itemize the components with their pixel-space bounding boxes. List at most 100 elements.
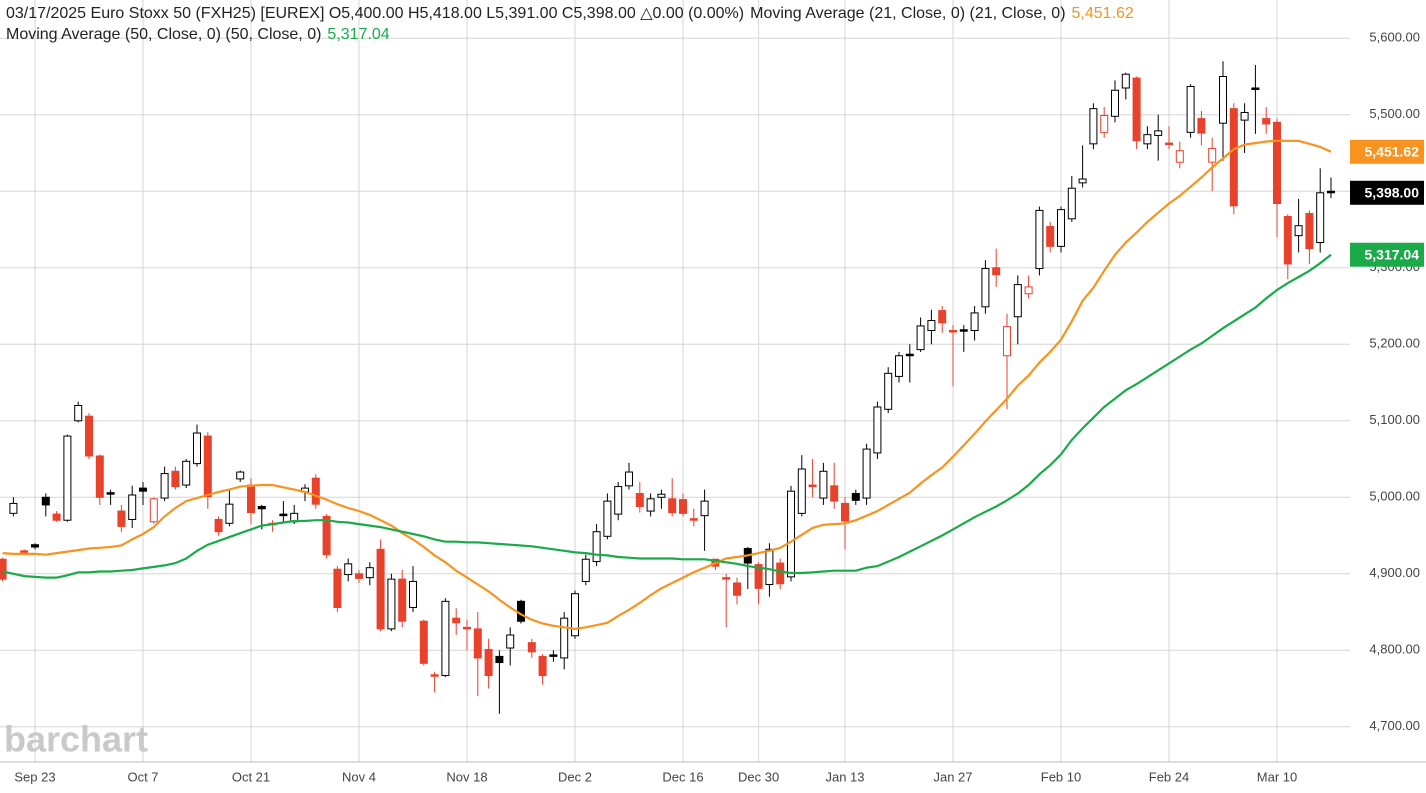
candle [1305,210,1314,264]
candle-body [1089,108,1098,145]
candle [1013,275,1022,345]
x-tick-label: Feb 24 [1149,769,1189,784]
candle-body [905,353,914,357]
candle [1273,118,1281,238]
candle [463,619,471,651]
candle [1078,145,1087,188]
x-tick-label: Oct 21 [232,769,270,784]
candle-body [527,642,536,653]
candle-body [733,582,741,596]
candle-body [1262,118,1271,125]
candle-body [387,578,396,630]
candle-body [430,674,439,677]
candle-body [571,593,579,637]
candle [938,306,947,333]
candle-body [225,503,234,524]
x-tick-label: Jan 27 [933,769,972,784]
candle-body [1305,212,1314,250]
candle-body [495,655,504,664]
candle [1186,84,1195,138]
candle-body [700,500,709,517]
candle-body [85,415,93,457]
candle [614,481,623,521]
candle-body [819,470,828,499]
candle [1003,313,1011,410]
candle-body [949,330,957,333]
y-tick-label: 5,600.00 [1369,30,1420,45]
candle [625,462,633,490]
candle-body [117,510,126,527]
candle [398,569,407,628]
candle-body [657,493,666,498]
candle [754,562,763,605]
candle-body [1273,121,1281,205]
candle [1229,103,1238,215]
y-tick-label: 5,500.00 [1369,106,1420,121]
candle-body [1100,115,1109,133]
candle [1327,177,1335,199]
candle [970,306,979,341]
candle [106,489,115,505]
candle-body [506,634,515,649]
candle [527,638,536,658]
x-tick-label: Dec 16 [662,769,703,784]
candle-body [398,578,407,622]
candle [160,466,169,502]
candle [63,434,72,522]
candle [862,443,871,505]
candle-body [614,486,623,515]
y-tick-label: 4,800.00 [1369,642,1420,657]
legend-entry: Moving Average (50, Close, 0) (50, Close… [6,26,321,43]
watermark: barchart [4,719,148,760]
candle-body [1035,209,1044,270]
candle [1035,206,1044,276]
y-tick-label: 5,200.00 [1369,336,1420,351]
candle [765,543,774,597]
candle [549,650,558,662]
candle-body [344,563,353,576]
candle [409,566,417,613]
candle-body [581,558,590,582]
candle [592,524,601,567]
candle-body [247,484,255,514]
candle-body [376,548,385,630]
candle [128,485,137,528]
candle [927,309,936,345]
candle-body [1024,286,1033,295]
candle [797,455,806,517]
candle [225,489,234,527]
candle-body [311,477,320,505]
candle-body [1046,225,1055,247]
candle [689,508,698,527]
candle [1067,175,1076,222]
legend-value: 5,317.04 [327,26,389,43]
candle-body [765,548,774,586]
candle [484,638,493,689]
candle [581,554,590,586]
candle-body [128,494,137,520]
y-tick-label: 4,700.00 [1369,718,1420,733]
candle [473,612,482,697]
candle [85,413,93,460]
candle-body [473,628,482,659]
candle-body [214,518,223,533]
candle [1046,221,1055,253]
candle-body [257,505,266,510]
x-tick-label: Nov 18 [446,769,487,784]
price-tag: 5,451.62 [1365,143,1420,159]
x-tick-label: Oct 7 [127,769,158,784]
legend-value: 5,451.62 [1072,5,1134,22]
candle [355,569,363,583]
header-title: 03/17/2025 Euro Stoxx 50 (FXH25) [EUREX]… [6,5,744,22]
candle [1294,198,1303,253]
y-tick-label: 5,100.00 [1369,412,1420,427]
candle [1100,107,1109,138]
candle-body [1240,111,1249,121]
candle [387,573,396,632]
candle-body [1197,118,1206,134]
candle-body [333,568,342,608]
candle [419,619,428,666]
candle [1111,80,1119,123]
candle-body [938,310,947,324]
